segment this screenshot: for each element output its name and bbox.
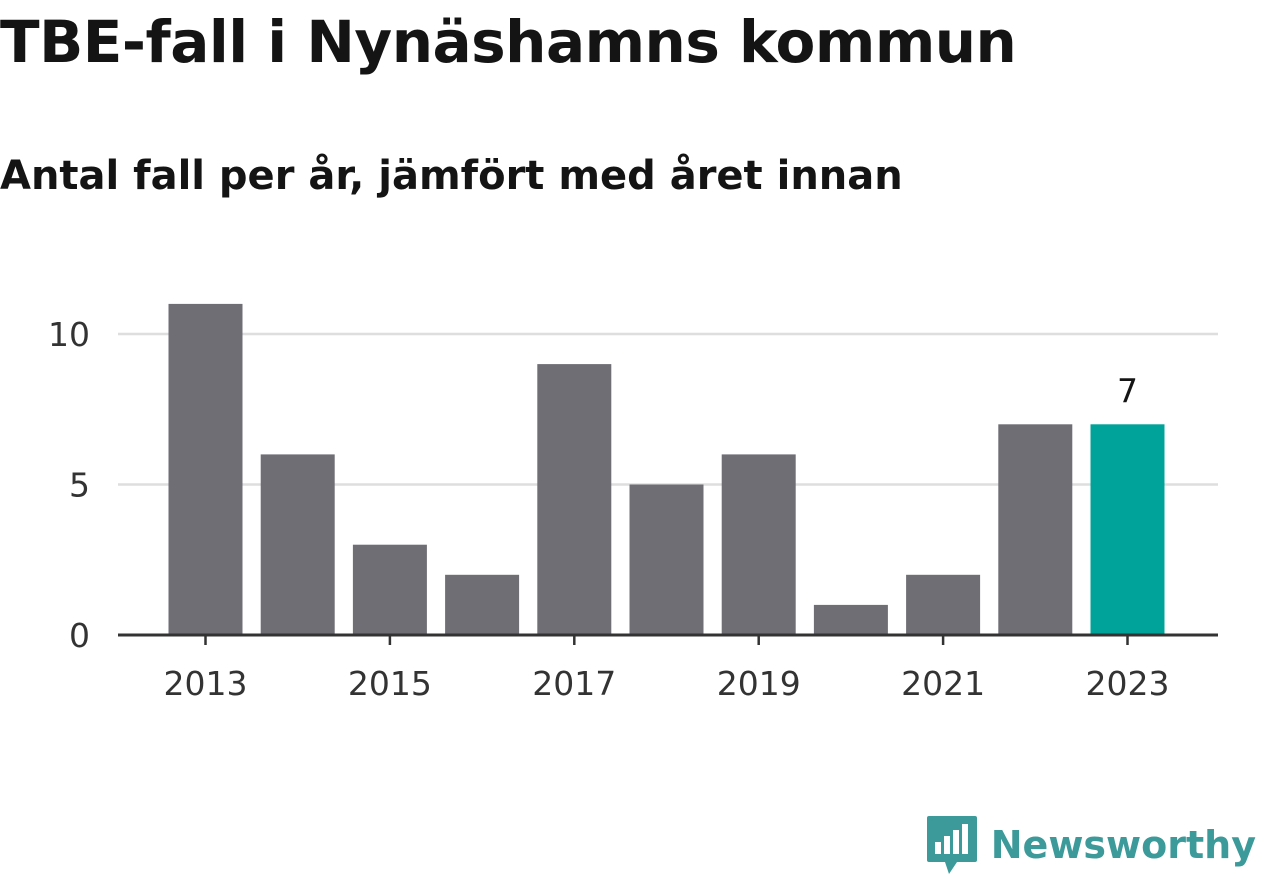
x-tick-label-2017: 2017 [532,664,616,703]
bar-2019 [721,454,796,635]
bar-2015 [352,544,427,635]
brand-icon-bar-2 [943,836,950,854]
bar-2017 [537,364,612,635]
brand-icon-bar-4 [961,824,968,854]
y-tick-label-5: 5 [69,466,90,505]
brand-name: Newsworthy [990,823,1256,867]
x-axis: 2013 2015 2017 2019 2021 2023 [118,633,1218,703]
bar-2014 [260,454,335,635]
x-tick-label-2021: 2021 [901,664,985,703]
x-tick-label-2019: 2019 [717,664,801,703]
data-label-2023: 7 [1117,371,1138,410]
bar-2022 [998,424,1073,635]
bar-2016 [445,574,520,635]
brand-icon-bar-3 [952,830,959,854]
newsworthy-logo: Newsworthy [926,815,1256,875]
y-axis-labels: 0 5 10 [48,315,90,655]
x-tick-label-2013: 2013 [164,664,248,703]
bar-2021 [906,574,981,635]
brand-icon-bubble [926,816,977,874]
x-tick-label-2023: 2023 [1086,664,1170,703]
brand-icon-bar-1 [934,842,941,854]
x-tick-label-2015: 2015 [348,664,432,703]
y-tick-label-0: 0 [69,616,90,655]
chart-subtitle: Antal fall per år, jämfört med året inna… [0,153,903,199]
bar-chart-speech-bubble-icon [926,816,977,874]
bar-2013 [168,303,243,635]
bar-2018 [629,484,704,635]
y-tick-label-10: 10 [48,315,90,354]
bar-2023 [1090,424,1165,635]
bars [168,303,1165,635]
data-labels: 7 [1117,371,1138,410]
bar-2020 [813,604,888,635]
chart-title: TBE-fall i Nynäshamns kommun [0,8,1017,76]
